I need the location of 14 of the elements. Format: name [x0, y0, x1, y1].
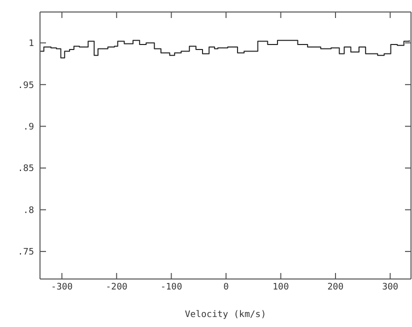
y-tick-label: 1 — [28, 39, 34, 50]
y-tick-label: .95 — [18, 80, 34, 91]
y-tick-label: .75 — [18, 248, 34, 258]
x-axis-title: Velocity (km/s) — [184, 310, 266, 320]
x-tick-label: -200 — [106, 282, 128, 292]
x-tick-label: 200 — [327, 282, 344, 292]
x-tick-label: -300 — [51, 282, 73, 292]
x-tick-label: 300 — [382, 282, 398, 292]
x-tick-label: -100 — [160, 282, 182, 292]
y-tick-label: .85 — [18, 164, 34, 174]
y-tick-label: .9 — [23, 122, 34, 133]
x-tick-label: 100 — [272, 282, 289, 292]
y-tick-label: .8 — [23, 206, 34, 216]
x-tick-label: 0 — [223, 282, 229, 292]
